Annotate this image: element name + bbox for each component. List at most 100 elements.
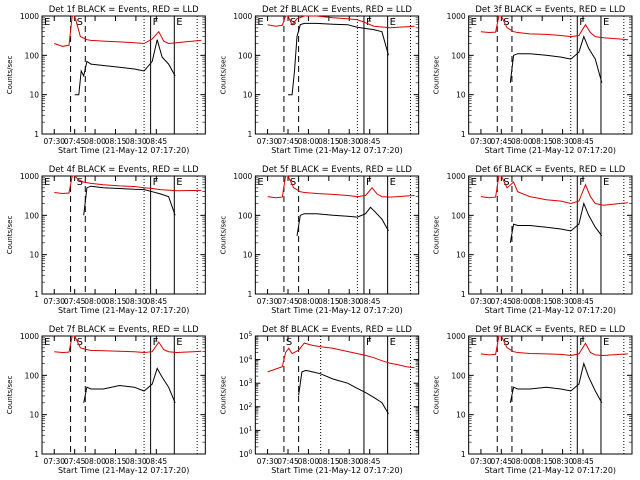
x-tick-label: 07:45 [64,137,86,146]
x-tick-label: 08:15 [531,137,553,146]
x-tick-label: 08:45 [359,457,381,466]
panel-det-6: Det 6f BLACK = Events, RED = LLD 1 10 100 10… [433,165,633,315]
x-axis-label: Start Time (21-May-12 07:17:20) [58,146,189,155]
event-marker-label: E [176,17,182,28]
x-tick-label: 08:30 [552,297,574,306]
x-tick-label: 08:30 [552,137,574,146]
series-lld-line [54,15,202,47]
x-tick-label: 08:00 [511,457,533,466]
panel-det-7: Det 7f BLACK = Events, RED = LLD 1 10 100 10… [6,325,206,475]
event-marker-label: F [366,177,372,188]
plot-frame [41,335,206,455]
y-tick-label: 1 [461,290,466,299]
event-marker-label: S [290,17,296,28]
series-events-line [296,206,389,236]
event-marker-label: F [366,337,372,348]
plot-frame [468,175,633,295]
y-tick-label: 103 [239,378,253,388]
series-lld-line [267,15,415,29]
event-marker-label: F [153,177,159,188]
series-events-line [83,185,176,216]
x-tick-label: 08:30 [552,457,574,466]
y-tick-label: 1000 [20,332,39,341]
panel-title: Det 8f BLACK = Events, RED = LLD [262,325,412,335]
x-tick-label: 08:45 [359,137,381,146]
event-marker-label: S [286,337,292,348]
y-tick-exponent: 1 [249,425,253,432]
x-tick-label: 07:45 [491,137,513,146]
y-tick-label: 10 [29,251,39,260]
series-events-line [288,22,389,96]
y-tick-label: 10 [456,411,466,420]
x-tick-label: 07:30 [43,297,65,306]
x-tick-label: 08:45 [359,297,381,306]
x-tick-label: 08:15 [318,457,340,466]
plot-frame [468,335,633,455]
x-tick-label: 08:00 [84,457,106,466]
event-marker-label: S [77,177,83,188]
series-lld-line [267,175,415,199]
x-tick-label: 07:45 [491,297,513,306]
y-tick-label: 100 [25,211,40,220]
event-marker-label: S [503,337,509,348]
x-tick-label: 08:45 [146,137,168,146]
panel-det-9: Det 9f BLACK = Events, RED = LLD 1 10 100 10… [433,325,633,475]
x-tick-label: 08:00 [298,457,320,466]
y-tick-label: 105 [239,331,253,341]
y-axis-label: Counts/sec [219,56,227,95]
y-tick-label: 102 [239,402,253,412]
panel-title: Det 4f BLACK = Events, RED = LLD [49,165,199,175]
panel-det-2: Det 2f BLACK = Events, RED = LLD 1 10 100 10… [219,5,420,155]
event-marker-label: E [471,177,477,188]
event-marker-label: E [603,337,609,348]
x-tick-label: 08:30 [338,137,360,146]
x-tick-label: 08:45 [572,457,594,466]
panel-title: Det 2f BLACK = Events, RED = LLD [262,5,412,15]
x-tick-label: 08:45 [572,137,594,146]
x-tick-label: 08:00 [84,137,106,146]
y-tick-exponent: 3 [249,378,253,385]
panel-det-8: Det 8f BLACK = Events, RED = LLD10010110… [219,325,420,475]
event-marker-label: E [44,17,50,28]
x-axis-label: Start Time (21-May-12 07:17:20) [485,306,616,315]
x-tick-label: 07:30 [470,457,492,466]
y-tick-label: 100 [451,211,466,220]
x-tick-label: 08:45 [146,457,168,466]
y-axis-label: Counts/sec [433,56,441,95]
event-marker-label: F [366,17,372,28]
y-tick-label: 100 [239,449,253,459]
x-axis-label: Start Time (21-May-12 07:17:20) [271,146,402,155]
y-tick-label: 1000 [233,172,252,181]
panel-title: Det 9f BLACK = Events, RED = LLD [475,325,625,335]
x-tick-label: 07:30 [43,137,65,146]
y-tick-exponent: 0 [249,449,253,456]
y-tick-label: 1 [34,130,39,139]
y-tick-label: 100 [25,51,40,60]
y-axis-label: Counts/sec [433,216,441,255]
event-marker-label: S [503,177,509,188]
y-tick-label: 1 [461,130,466,139]
x-tick-label: 08:30 [125,457,147,466]
series-lld-line [480,15,628,41]
event-marker-label: E [471,337,477,348]
y-tick-label: 1 [248,290,253,299]
y-axis-label: Counts/sec [6,56,14,95]
y-tick-label: 101 [239,425,253,435]
y-axis-label: Counts/sec [219,216,227,255]
event-marker-label: F [153,17,159,28]
y-tick-label: 1000 [447,12,466,21]
y-tick-label: 100 [238,51,253,60]
x-tick-label: 08:45 [572,297,594,306]
event-marker-label: E [603,177,609,188]
y-tick-label: 1 [461,450,466,459]
x-tick-label: 07:30 [257,137,279,146]
panel-det-5: Det 5f BLACK = Events, RED = LLD 1 10 100 10… [219,165,420,315]
y-axis-label: Counts/sec [219,376,227,415]
y-tick-label: 10 [456,91,466,100]
x-tick-label: 07:30 [470,297,492,306]
x-axis-label: Start Time (21-May-12 07:17:20) [58,466,189,475]
x-tick-label: 08:15 [531,297,553,306]
x-tick-label: 08:30 [125,297,147,306]
event-marker-label: S [503,17,509,28]
x-tick-label: 08:15 [318,297,340,306]
